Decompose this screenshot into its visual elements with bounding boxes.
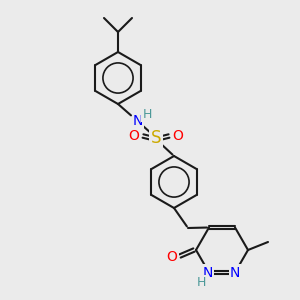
Text: N: N [230, 266, 240, 280]
Text: O: O [129, 129, 140, 143]
Text: O: O [172, 129, 183, 143]
Text: H: H [142, 107, 152, 121]
Text: O: O [167, 250, 177, 264]
Text: H: H [196, 276, 206, 289]
Text: S: S [151, 129, 161, 147]
Text: N: N [203, 266, 213, 280]
Text: N: N [133, 114, 143, 128]
